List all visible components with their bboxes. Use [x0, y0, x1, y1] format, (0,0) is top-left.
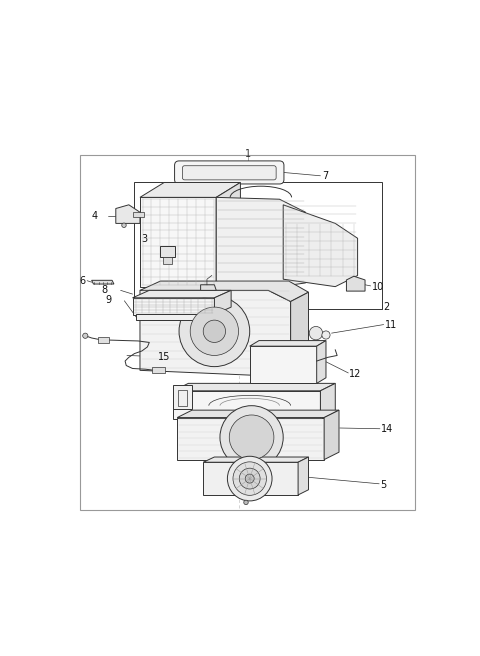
Circle shape — [228, 457, 272, 501]
Polygon shape — [132, 213, 144, 216]
Polygon shape — [136, 314, 231, 320]
Bar — [98, 337, 109, 343]
Text: 13: 13 — [205, 319, 218, 329]
Polygon shape — [92, 280, 114, 284]
Circle shape — [179, 296, 250, 367]
Text: 9: 9 — [150, 304, 156, 315]
Polygon shape — [317, 340, 326, 383]
Text: 8: 8 — [228, 290, 234, 300]
Polygon shape — [140, 291, 290, 376]
Text: 6: 6 — [79, 276, 85, 286]
Text: 12: 12 — [349, 369, 362, 379]
Text: 1: 1 — [245, 149, 251, 159]
Circle shape — [122, 223, 126, 228]
Polygon shape — [173, 391, 321, 419]
Circle shape — [322, 331, 330, 339]
Polygon shape — [203, 462, 298, 495]
Polygon shape — [250, 346, 317, 383]
Text: 10: 10 — [372, 281, 384, 292]
Bar — [134, 182, 382, 309]
Circle shape — [236, 461, 241, 466]
Polygon shape — [324, 410, 339, 460]
Circle shape — [220, 405, 283, 469]
Polygon shape — [140, 281, 309, 302]
Polygon shape — [216, 197, 305, 287]
Polygon shape — [140, 197, 216, 287]
Polygon shape — [283, 205, 358, 287]
Circle shape — [244, 500, 248, 504]
Text: 15: 15 — [158, 352, 170, 361]
Polygon shape — [215, 291, 231, 314]
Polygon shape — [136, 314, 215, 320]
Text: 11: 11 — [385, 319, 397, 329]
Text: 4: 4 — [91, 211, 97, 221]
Text: 9: 9 — [105, 295, 111, 306]
Text: 7: 7 — [322, 171, 328, 181]
FancyBboxPatch shape — [182, 166, 276, 180]
Text: 2: 2 — [384, 302, 390, 312]
Polygon shape — [132, 298, 215, 314]
Polygon shape — [140, 182, 240, 197]
Text: 3: 3 — [142, 234, 148, 244]
Circle shape — [83, 333, 88, 338]
Polygon shape — [160, 246, 175, 257]
Polygon shape — [163, 257, 172, 264]
Polygon shape — [290, 292, 309, 369]
Polygon shape — [321, 383, 335, 419]
Polygon shape — [116, 205, 140, 224]
Circle shape — [203, 320, 226, 342]
Circle shape — [245, 474, 254, 483]
Circle shape — [190, 307, 239, 356]
Text: 8: 8 — [102, 285, 108, 295]
Polygon shape — [132, 291, 231, 298]
Polygon shape — [216, 182, 240, 287]
Circle shape — [233, 462, 266, 495]
Polygon shape — [201, 285, 216, 291]
FancyBboxPatch shape — [175, 161, 284, 184]
Polygon shape — [250, 340, 326, 346]
Polygon shape — [173, 383, 335, 391]
Circle shape — [240, 468, 260, 489]
Polygon shape — [347, 276, 365, 291]
Polygon shape — [173, 385, 192, 409]
Polygon shape — [177, 410, 339, 418]
Text: 14: 14 — [381, 424, 393, 434]
Text: 5: 5 — [381, 480, 387, 489]
Polygon shape — [298, 457, 309, 495]
Polygon shape — [177, 418, 324, 460]
Circle shape — [229, 415, 274, 460]
Circle shape — [309, 327, 323, 340]
Polygon shape — [203, 457, 309, 462]
Bar — [152, 367, 165, 373]
